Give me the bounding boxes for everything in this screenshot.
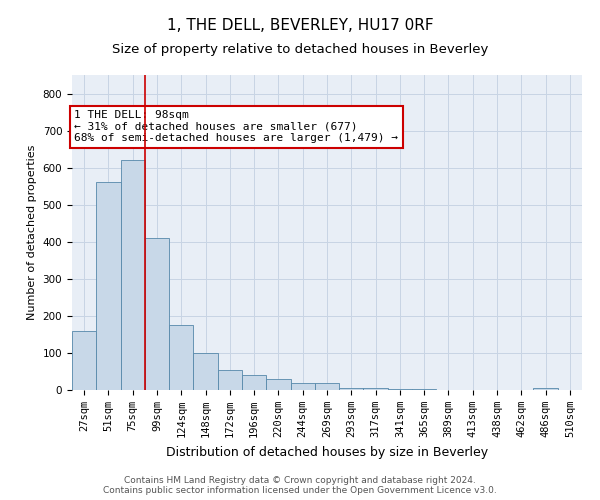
Bar [290,382,315,390]
Bar [218,370,242,390]
Bar [96,182,121,390]
Bar [315,382,339,390]
Bar [339,388,364,390]
Text: Size of property relative to detached houses in Beverley: Size of property relative to detached ho… [112,42,488,56]
Bar [169,325,193,390]
Bar [242,375,266,390]
Bar [388,389,412,390]
Bar [193,353,218,390]
Text: 1 THE DELL: 98sqm
← 31% of detached houses are smaller (677)
68% of semi-detache: 1 THE DELL: 98sqm ← 31% of detached hous… [74,110,398,144]
Bar [145,238,169,390]
Bar [266,379,290,390]
Text: Contains HM Land Registry data © Crown copyright and database right 2024.
Contai: Contains HM Land Registry data © Crown c… [103,476,497,495]
Bar [72,330,96,390]
Bar [533,388,558,390]
Bar [121,160,145,390]
Y-axis label: Number of detached properties: Number of detached properties [27,145,37,320]
Text: 1, THE DELL, BEVERLEY, HU17 0RF: 1, THE DELL, BEVERLEY, HU17 0RF [167,18,433,32]
X-axis label: Distribution of detached houses by size in Beverley: Distribution of detached houses by size … [166,446,488,458]
Bar [364,388,388,390]
